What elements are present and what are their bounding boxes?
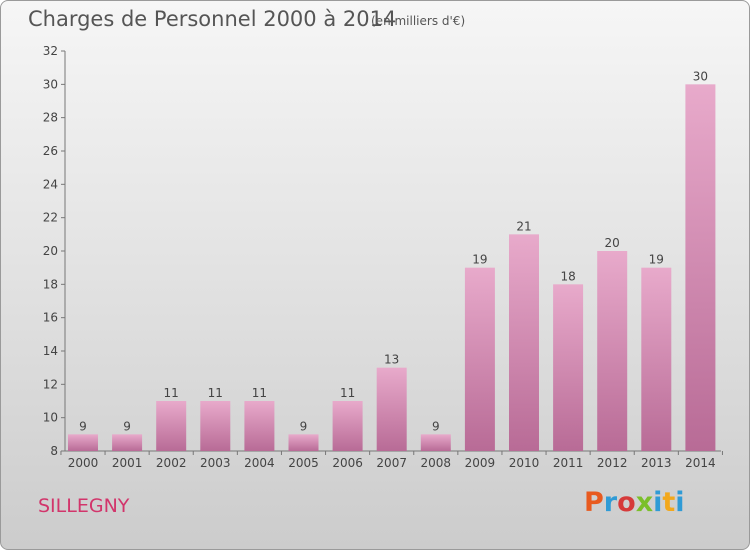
chart-subtitle: (en milliers d'€)	[371, 14, 466, 28]
logo-letter: t	[662, 487, 676, 518]
x-tick-label: 2004	[244, 456, 275, 470]
data-label: 9	[432, 419, 440, 433]
x-tick-label: 2007	[376, 456, 407, 470]
bar-2011	[553, 284, 584, 451]
data-label: 21	[516, 219, 531, 233]
y-tick-label: 28	[43, 111, 58, 125]
x-tick-label: 2014	[685, 456, 716, 470]
x-tick-label: 2013	[641, 456, 672, 470]
y-tick-label: 22	[43, 211, 58, 225]
x-tick-label: 2011	[553, 456, 584, 470]
bar-2004	[244, 401, 275, 451]
data-label: 20	[605, 236, 620, 250]
bar-2010	[509, 234, 539, 451]
bar-2007	[376, 367, 407, 451]
bar-2002	[156, 401, 187, 451]
bar-2012	[597, 251, 628, 451]
y-tick-label: 30	[43, 77, 58, 91]
logo-letter: i	[675, 487, 685, 518]
y-tick-label: 8	[50, 444, 58, 458]
bar-2013	[641, 267, 672, 451]
x-tick-label: 2000	[68, 456, 99, 470]
logo-letter: x	[635, 487, 654, 518]
bar-2001	[112, 434, 143, 451]
bar-2005	[288, 434, 319, 451]
x-tick-label: 2005	[288, 456, 319, 470]
y-tick-label: 26	[43, 144, 58, 158]
y-tick-label: 18	[43, 277, 58, 291]
data-label: 30	[693, 69, 708, 83]
x-tick-label: 2006	[332, 456, 363, 470]
bar-2014	[685, 84, 716, 451]
chart-title: Charges de Personnel 2000 à 2014	[28, 7, 397, 31]
logo-letter: o	[617, 487, 636, 518]
x-tick-label: 2002	[156, 456, 187, 470]
y-tick-label: 24	[43, 177, 58, 191]
y-tick-label: 14	[43, 344, 58, 358]
y-tick-label: 32	[43, 44, 58, 58]
logo-letter: i	[653, 487, 663, 518]
data-label: 18	[560, 269, 575, 283]
data-label: 19	[472, 253, 487, 267]
bar-2008	[420, 434, 451, 451]
data-label: 11	[208, 386, 223, 400]
bar-2006	[332, 401, 363, 451]
bar-2003	[200, 401, 231, 451]
location-name: SILLEGNY	[38, 495, 130, 517]
x-tick-label: 2001	[112, 456, 143, 470]
y-tick-label: 20	[43, 244, 58, 258]
data-label: 13	[384, 353, 399, 367]
y-tick-label: 12	[43, 377, 58, 391]
y-tick-label: 10	[43, 411, 58, 425]
bar-2000	[68, 434, 98, 451]
x-tick-label: 2012	[597, 456, 628, 470]
x-tick-label: 2008	[421, 456, 452, 470]
data-label: 11	[164, 386, 179, 400]
data-label: 9	[123, 419, 131, 433]
logo-letter: r	[603, 487, 618, 518]
proxiti-logo[interactable]: Proxiti	[584, 487, 685, 518]
data-label: 9	[300, 419, 308, 433]
data-label: 19	[649, 253, 664, 267]
data-label: 11	[340, 386, 355, 400]
y-tick-label: 16	[43, 311, 58, 325]
bar-2009	[464, 267, 495, 451]
x-tick-label: 2009	[465, 456, 496, 470]
data-label: 11	[252, 386, 267, 400]
data-label: 9	[79, 419, 87, 433]
x-tick-label: 2010	[509, 456, 540, 470]
x-tick-label: 2003	[200, 456, 231, 470]
logo-letter: P	[584, 487, 604, 518]
